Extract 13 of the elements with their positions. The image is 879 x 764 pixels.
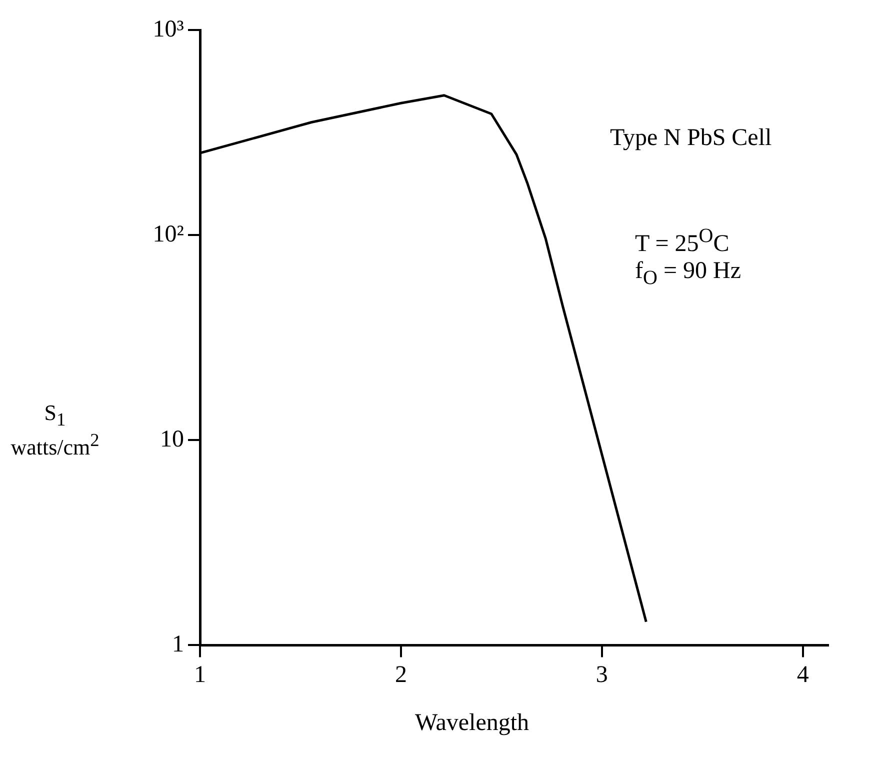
y-tick-label: 10² (152, 221, 184, 248)
x-tick-label: 2 (394, 662, 407, 688)
x-tick-label: 4 (796, 662, 809, 688)
y-tick-label: 1 (172, 631, 184, 658)
y-tick-label: 10³ (152, 16, 184, 42)
annotation: T = 25$^{O}$C (635, 225, 730, 258)
x-tick-label: 1 (194, 662, 206, 688)
y-tick-label: 10 (160, 426, 184, 452)
annotation: f$_{O}$ = 90 Hz (635, 258, 741, 290)
x-axis-title: Wavelength (415, 710, 530, 737)
x-tick-label: 3 (596, 662, 608, 688)
annotation: Type N PbS Cell (610, 125, 772, 152)
y-axis-title: S$_{1}$ watts/cm$^{2}$ (10, 400, 100, 461)
